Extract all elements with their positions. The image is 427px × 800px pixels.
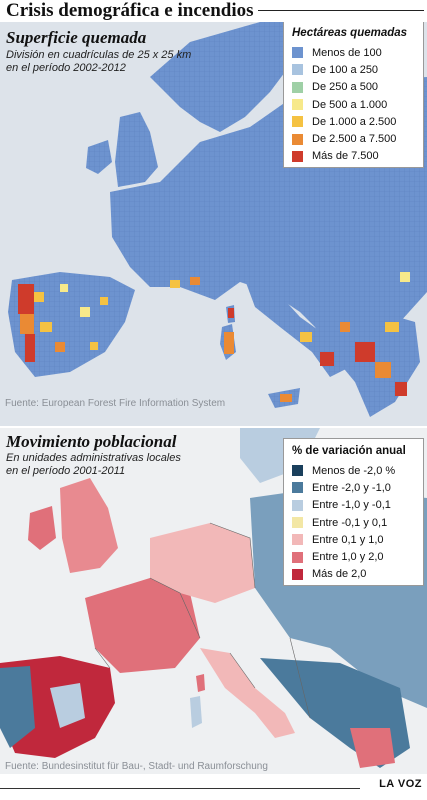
sardinia-pop-land (190, 696, 202, 728)
footer-divider (0, 788, 360, 789)
population-change-map: Movimiento poblacional En unidades admin… (0, 428, 427, 774)
ireland-pop-land (28, 506, 56, 550)
germany-pop-land (150, 523, 255, 603)
legend-swatch (292, 499, 303, 511)
legend-label: De 500 a 1.000 (312, 98, 388, 111)
population-change-description: En unidades administrativas locales en e… (6, 452, 236, 478)
burned-area-description-line2: en el período 2002-2012 (6, 62, 126, 74)
legend-swatch (292, 64, 303, 76)
population-change-legend: % de variación anual Menos de -2,0 % Entr… (283, 438, 424, 586)
fire-hotspots-france (170, 277, 234, 354)
legend-swatch (292, 99, 303, 111)
legend-swatch (292, 81, 303, 93)
legend-swatch (292, 47, 303, 59)
legend-item: Menos de -2,0 % (292, 462, 415, 479)
legend-swatch (292, 534, 303, 546)
britain-land (115, 112, 158, 187)
corsica-pop-land (196, 674, 205, 692)
legend-label: De 100 a 250 (312, 63, 379, 76)
italy-pop-land (200, 648, 295, 738)
legend-item: De 500 a 1.000 (292, 96, 415, 113)
population-change-subtitle: Movimiento poblacional (6, 432, 177, 451)
legend-item: Entre -2,0 y -1,0 (292, 479, 415, 496)
legend-item: Menos de 100 (292, 44, 415, 61)
legend-label: Menos de -2,0 % (312, 464, 396, 477)
burned-area-description: División en cuadrículas de 25 x 25 km en… (6, 49, 236, 75)
legend-label: Entre 1,0 y 2,0 (312, 551, 384, 564)
brand-logo: LA VOZ (379, 778, 422, 790)
country-borders (94, 522, 311, 719)
legend-item: De 100 a 250 (292, 61, 415, 78)
legend-item: Entre 0,1 y 1,0 (292, 531, 415, 548)
page-title: Crisis demográfica e incendios (6, 0, 254, 21)
legend-item: Entre -0,1 y 0,1 (292, 514, 415, 531)
population-change-legend-title: % de variación anual (292, 445, 406, 457)
scandinavia-land (150, 22, 300, 132)
burned-area-map: Superficie quemada División en cuadrícul… (0, 22, 427, 426)
greece-pop-land (350, 728, 395, 768)
legend-item: De 2.500 a 7.500 (292, 130, 415, 147)
france-pop-land (85, 578, 200, 673)
title-divider (258, 10, 424, 11)
legend-swatch (292, 133, 303, 145)
burned-area-description-line1: División en cuadrículas de 25 x 25 km (6, 49, 192, 61)
britain-pop-land (60, 478, 118, 573)
legend-label: Menos de 100 (312, 46, 382, 59)
legend-label: Entre -1,0 y -0,1 (312, 499, 391, 512)
legend-swatch (292, 482, 303, 494)
fire-hotspots-east (280, 272, 410, 402)
iberia-west-decline (0, 666, 35, 748)
burned-area-legend-list: Menos de 100 De 100 a 250 De 250 a 500 De 5… (292, 44, 415, 165)
legend-swatch (292, 465, 303, 477)
legend-swatch (292, 517, 303, 529)
legend-item: De 250 a 500 (292, 79, 415, 96)
burned-area-subtitle: Superficie quemada (6, 28, 147, 47)
iberia-inland-decline (50, 683, 85, 728)
population-change-description-line2: en el período 2001-2011 (6, 465, 126, 477)
legend-swatch (292, 116, 303, 128)
legend-swatch (292, 568, 303, 580)
legend-swatch (292, 150, 303, 162)
legend-item: Entre 1,0 y 2,0 (292, 548, 415, 565)
population-change-legend-list: Menos de -2,0 % Entre -2,0 y -1,0 Entre -1… (292, 462, 415, 583)
fire-hotspots-iberia (18, 284, 108, 362)
legend-label: De 1.000 a 2.500 (312, 115, 397, 128)
population-change-description-line1: En unidades administrativas locales (6, 452, 181, 464)
legend-swatch (292, 551, 303, 563)
legend-label: Más de 2,0 (312, 568, 367, 581)
population-change-source: Fuente: Bundesinstitut für Bau-, Stadt- … (5, 761, 268, 772)
legend-item: Entre -1,0 y -0,1 (292, 497, 415, 514)
legend-item: Más de 2,0 (292, 566, 415, 583)
burned-area-legend-title: Hectáreas quemadas (292, 27, 408, 39)
legend-item: De 1.000 a 2.500 (292, 113, 415, 130)
legend-label: De 250 a 500 (312, 81, 379, 94)
legend-label: Entre 0,1 y 1,0 (312, 533, 384, 546)
legend-item: Más de 7.500 (292, 148, 415, 165)
legend-label: Entre -0,1 y 0,1 (312, 516, 388, 529)
burned-area-legend: Hectáreas quemadas Menos de 100 De 100 a … (283, 22, 424, 168)
burned-area-source: Fuente: European Forest Fire Information… (5, 398, 226, 409)
ireland-land (86, 140, 112, 174)
legend-label: De 2.500 a 7.500 (312, 133, 397, 146)
legend-label: Entre -2,0 y -1,0 (312, 481, 391, 494)
legend-label: Más de 7.500 (312, 150, 379, 163)
